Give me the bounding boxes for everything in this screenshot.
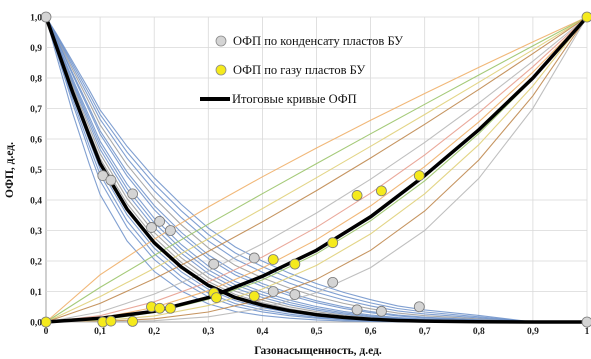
y-tick-label: 0,7	[30, 105, 42, 115]
gas-point	[413, 170, 425, 182]
y-tick-label: 0,9	[30, 44, 42, 54]
gas-point	[351, 190, 363, 201]
condensate-curve	[45, 16, 587, 323]
gas-curve	[45, 16, 588, 323]
y-tick-label: 0,6	[30, 136, 42, 146]
x-tick-label: 0	[44, 327, 49, 337]
gas-point	[127, 315, 138, 327]
gas-point	[154, 302, 166, 314]
condensate-point	[40, 11, 52, 23]
legend-condensate-label: ОФП по конденсату пластов БУ	[233, 34, 403, 48]
condensate-point	[97, 170, 109, 182]
gas-curve	[45, 16, 588, 323]
condensate-curve	[45, 16, 587, 323]
legend-gas-marker	[215, 64, 227, 76]
x-tick-label: 1	[585, 327, 590, 337]
condensate-curve	[45, 16, 587, 323]
y-tick-label: 0,4	[30, 197, 42, 207]
x-tick-label: 0,8	[473, 327, 485, 337]
x-tick-label: 0,1	[94, 327, 106, 337]
gas-curve	[45, 16, 588, 323]
x-tick-label: 0,9	[527, 327, 539, 337]
x-tick-label: 0,7	[419, 327, 431, 337]
x-tick-label: 0,3	[202, 327, 214, 337]
gas-point	[248, 290, 260, 302]
y-tick-label: 0,2	[30, 258, 42, 268]
gas-curve	[45, 16, 588, 323]
condensate-point	[413, 301, 425, 313]
data-points	[40, 11, 591, 328]
x-tick-label: 0,5	[311, 327, 323, 337]
gas-point	[40, 316, 52, 328]
legend-gas-label: ОФП по газу пластов БУ	[233, 63, 365, 77]
condensate-point	[105, 174, 117, 186]
gas-point	[376, 185, 387, 197]
condensate-point	[327, 276, 339, 288]
condensate-point	[165, 225, 176, 236]
final-curves	[44, 15, 589, 324]
condensate-point	[127, 188, 138, 200]
gas-point	[289, 258, 301, 270]
y-tick-label: 0,0	[30, 319, 42, 329]
gas-curve	[45, 16, 588, 323]
legend: ОФП по конденсату пластов БУ ОФП по газу…	[200, 34, 403, 106]
condensate-point	[581, 316, 591, 328]
gas-curve	[45, 16, 588, 323]
y-tick-label: 0,1	[30, 288, 42, 298]
x-tick-label: 0,6	[365, 327, 377, 337]
condensate-point	[146, 222, 157, 233]
gas-point	[105, 315, 117, 327]
gas-point	[211, 292, 222, 304]
gas-curve	[45, 16, 588, 323]
y-tick-label: 0,5	[30, 166, 42, 176]
condensate-point	[351, 304, 363, 316]
condensate-point	[208, 258, 220, 270]
gas-point	[581, 11, 591, 23]
condensate-point	[248, 252, 260, 264]
gas-point	[165, 302, 176, 314]
condensate-point	[154, 215, 166, 227]
final-gas-curve	[45, 15, 589, 324]
y-axis-label: ОФП, д.ед.	[4, 142, 16, 198]
x-tick-label: 0,2	[148, 327, 160, 337]
gas-point	[267, 254, 279, 265]
condensate-point	[376, 305, 387, 317]
y-tick-label: 1,0	[30, 14, 42, 24]
x-tick-label: 0,4	[256, 327, 268, 337]
x-axis-label: Газонасыщенность, д.ед.	[254, 345, 382, 357]
gas-point	[327, 237, 339, 249]
condensate-point	[289, 289, 301, 300]
condensate-point	[267, 286, 279, 297]
legend-final-label: Итоговые кривые ОФП	[232, 92, 357, 106]
tick-labels: 0 0,1 0,2 0,3 0,4 0,5 0,6 0,7 0,8 0,9 1 0,0 0,1 0,2 0,…	[30, 14, 590, 338]
final-condensate-curve	[44, 16, 587, 324]
y-tick-label: 0,8	[30, 75, 42, 85]
y-tick-label: 0,3	[30, 227, 42, 237]
legend-condensate-marker	[215, 35, 227, 47]
